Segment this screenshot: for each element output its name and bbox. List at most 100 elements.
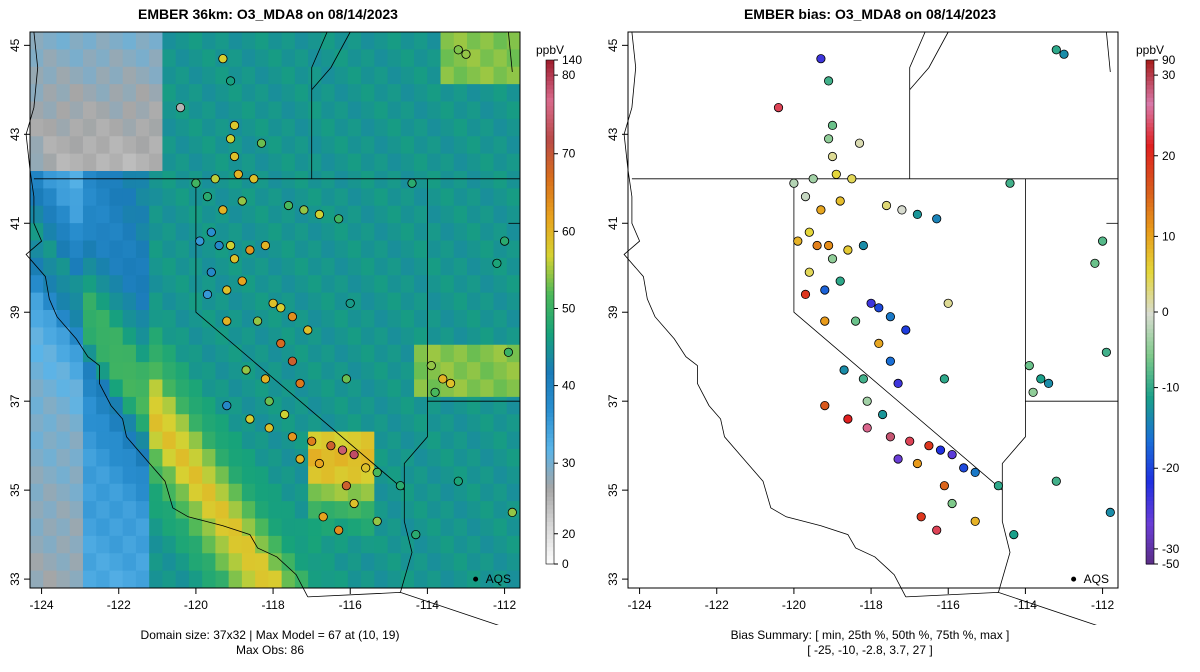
model-cell <box>56 553 71 572</box>
model-cell <box>480 553 495 572</box>
model-cell <box>69 466 84 485</box>
model-cell <box>175 379 190 398</box>
model-cell <box>294 570 309 589</box>
model-cell <box>453 396 468 415</box>
model-cell <box>453 535 468 554</box>
model-cell <box>361 188 375 207</box>
colorbar-segment <box>1146 362 1154 368</box>
model-cell <box>268 275 283 294</box>
colorbar-segment <box>546 97 554 103</box>
colorbar-segment <box>1146 68 1154 74</box>
model-cell <box>228 535 243 554</box>
model-cell <box>281 553 296 572</box>
model-cell <box>241 483 256 502</box>
model-cell <box>162 66 177 85</box>
model-cell <box>268 101 283 120</box>
model-cell <box>321 101 336 120</box>
model-cell <box>215 344 230 363</box>
model-cell <box>361 136 375 155</box>
station-ozone-point <box>453 476 463 486</box>
model-cell <box>122 449 137 467</box>
model-cell <box>467 344 481 363</box>
model-cell <box>228 518 243 537</box>
station-bias-point <box>935 445 946 455</box>
model-cell <box>361 205 375 224</box>
y-tick-label: 39 <box>606 305 620 319</box>
model-cell <box>493 275 508 294</box>
model-cell <box>82 501 97 520</box>
model-cell <box>440 292 455 311</box>
model-cell <box>228 344 243 363</box>
model-cell <box>387 518 402 537</box>
colorbar-segment <box>1146 421 1154 426</box>
y-tick-label: 35 <box>606 483 620 497</box>
model-cell <box>255 101 269 120</box>
model-cell <box>467 362 481 381</box>
model-cell <box>69 501 84 520</box>
model-cell <box>440 240 455 259</box>
model-cell <box>135 466 150 485</box>
model-cell <box>427 223 442 242</box>
colorbar-segment <box>1146 316 1154 321</box>
colorbar-segment <box>546 228 554 233</box>
model-cell <box>321 518 336 537</box>
model-cell <box>467 240 481 259</box>
model-cell <box>241 49 256 68</box>
model-cell <box>414 570 428 589</box>
model-cell <box>228 49 243 68</box>
model-cell <box>268 84 283 103</box>
model-cell <box>175 327 190 346</box>
right-caption-line1: Bias Summary: [ min, 25th %, 50th %, 75t… <box>730 628 1010 642</box>
model-cell <box>321 49 336 68</box>
model-cell <box>122 223 137 242</box>
model-cell <box>480 101 495 120</box>
colorbar-segment <box>546 408 554 414</box>
model-cell <box>188 362 203 381</box>
model-cell <box>440 49 455 68</box>
model-cell <box>453 84 468 103</box>
model-cell <box>30 310 44 328</box>
model-cell <box>215 223 230 242</box>
model-cell <box>467 449 481 467</box>
model-cell <box>255 205 269 224</box>
station-ozone-point <box>233 169 243 179</box>
model-cell <box>122 153 137 172</box>
model-cell <box>334 466 349 485</box>
model-cell <box>96 275 110 294</box>
model-cell <box>400 136 415 155</box>
station-ozone-point <box>226 76 236 86</box>
colorbar-tick-label: 80 <box>562 68 576 82</box>
model-cell <box>255 518 269 537</box>
model-cell <box>162 362 177 381</box>
model-cell <box>334 310 349 328</box>
left-caption-line1: Domain size: 37x32 | Max Model = 67 at (… <box>140 628 400 642</box>
station-bias-point <box>804 227 814 237</box>
model-cell <box>294 362 309 381</box>
model-cell <box>347 275 362 294</box>
model-cell <box>347 310 362 328</box>
model-cell <box>135 414 150 433</box>
model-cell <box>175 49 190 68</box>
model-cell <box>149 414 163 433</box>
model-cell <box>149 396 163 415</box>
model-cell <box>255 188 269 207</box>
model-cell <box>440 275 455 294</box>
model-cell <box>321 553 336 572</box>
colorbar-tick-label: 50 <box>562 301 576 315</box>
model-cell <box>122 188 137 207</box>
model-cell <box>506 431 521 450</box>
station-ozone-point <box>334 525 344 535</box>
model-cell <box>56 32 71 50</box>
colorbar-segment <box>546 484 554 489</box>
model-cell <box>122 553 137 572</box>
model-cell <box>96 414 110 433</box>
station-ozone-point <box>226 134 236 144</box>
model-cell <box>400 344 415 363</box>
station-bias-point <box>874 338 884 348</box>
colorbar-segment <box>1146 324 1154 330</box>
model-cell <box>188 32 203 50</box>
colorbar-tick-label: -50 <box>1162 557 1180 571</box>
model-cell <box>135 327 150 346</box>
model-cell <box>96 136 110 155</box>
colorbar-segment <box>1146 538 1154 544</box>
